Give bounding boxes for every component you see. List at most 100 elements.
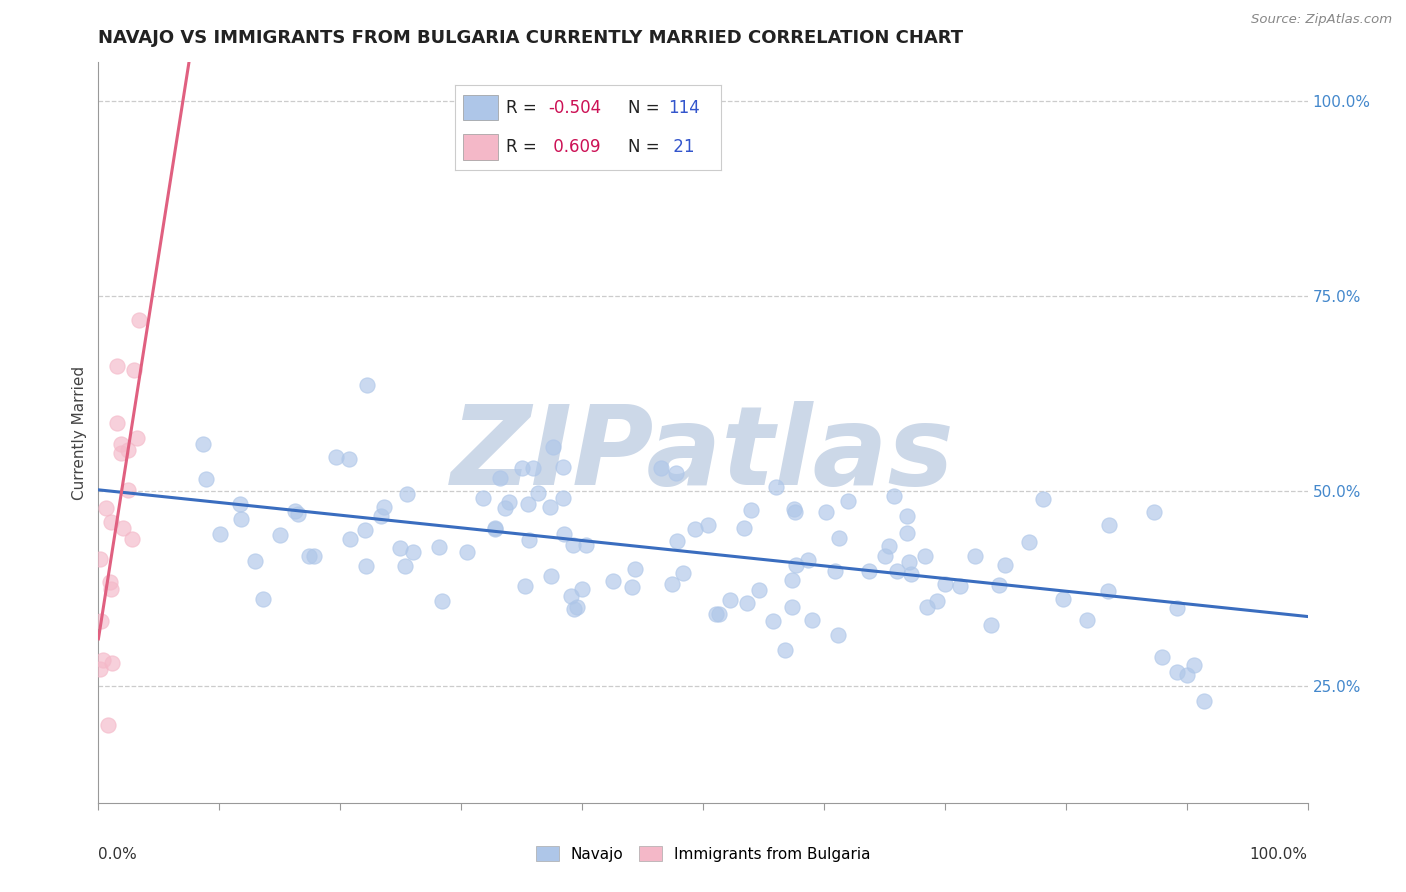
Point [195,472,218,486]
Point [354,559,377,574]
Point [1182,658,1205,673]
Point [522,460,544,475]
Point [666,533,689,548]
Point [98,574,121,589]
Point [780,599,803,614]
Point [837,494,859,508]
Point [672,566,695,581]
Point [284,503,307,517]
Point [565,599,588,614]
Point [427,540,450,554]
Point [697,518,720,533]
Point [517,497,540,511]
Point [980,618,1002,632]
Point [100,582,122,596]
Point [456,544,478,558]
Point [229,497,252,511]
Point [562,602,585,616]
Point [89,662,111,676]
Point [356,377,378,392]
Point [886,564,908,578]
Point [101,656,124,670]
Text: NAVAJO VS IMMIGRANTS FROM BULGARIA CURRENTLY MARRIED CORRELATION CHART: NAVAJO VS IMMIGRANTS FROM BULGARIA CURRE… [98,29,963,47]
Point [91,653,114,667]
Point [269,528,291,542]
Point [896,525,918,540]
Point [90,614,112,628]
Point [827,628,849,642]
Point [915,599,938,614]
Point [252,591,274,606]
Point [934,576,956,591]
Text: 0.0%: 0.0% [98,847,138,863]
Point [337,451,360,466]
Point [1098,518,1121,533]
Point [783,505,806,519]
Point [510,460,533,475]
Point [553,491,575,505]
Point [602,574,624,588]
Point [121,532,143,546]
Point [128,313,150,327]
Point [782,502,804,516]
Point [498,495,520,509]
Point [858,564,880,578]
Point [780,573,803,587]
Point [112,521,135,535]
Point [298,549,321,564]
Point [994,558,1017,572]
Point [801,613,824,627]
Point [484,522,506,536]
Point [873,549,896,563]
Point [624,561,647,575]
Point [430,594,453,608]
Point [1152,650,1174,665]
Point [1192,694,1215,708]
Point [526,486,548,500]
Point [740,503,762,517]
Point [747,582,769,597]
Point [302,549,325,563]
Point [127,431,149,445]
Point [560,589,582,603]
Point [517,533,540,547]
Point [373,500,395,514]
Point [117,442,139,457]
Point [1076,613,1098,627]
Point [110,446,132,460]
Point [824,564,846,578]
Point [245,554,267,568]
Point [541,440,564,454]
Point [105,416,128,430]
Legend: Navajo, Immigrants from Bulgaria: Navajo, Immigrants from Bulgaria [536,846,870,862]
Point [735,596,758,610]
Point [553,526,575,541]
Point [785,558,807,572]
Text: Source: ZipAtlas.com: Source: ZipAtlas.com [1251,13,1392,27]
Point [704,607,727,621]
Point [339,532,361,546]
Point [761,614,783,628]
Point [229,512,252,526]
Point [97,718,120,732]
Point [1052,591,1074,606]
Point [896,508,918,523]
Point [105,359,128,374]
Point [538,500,561,515]
Point [797,553,820,567]
Point [540,568,562,582]
Point [883,490,905,504]
Y-axis label: Currently Married: Currently Married [72,366,87,500]
Point [562,538,585,552]
Point [775,643,797,657]
Point [987,578,1010,592]
Point [621,580,644,594]
Point [900,567,922,582]
Point [1175,668,1198,682]
Point [1166,601,1188,615]
Point [828,531,851,545]
Point [1097,583,1119,598]
Point [513,579,536,593]
Point [897,555,920,569]
Point [665,466,688,480]
